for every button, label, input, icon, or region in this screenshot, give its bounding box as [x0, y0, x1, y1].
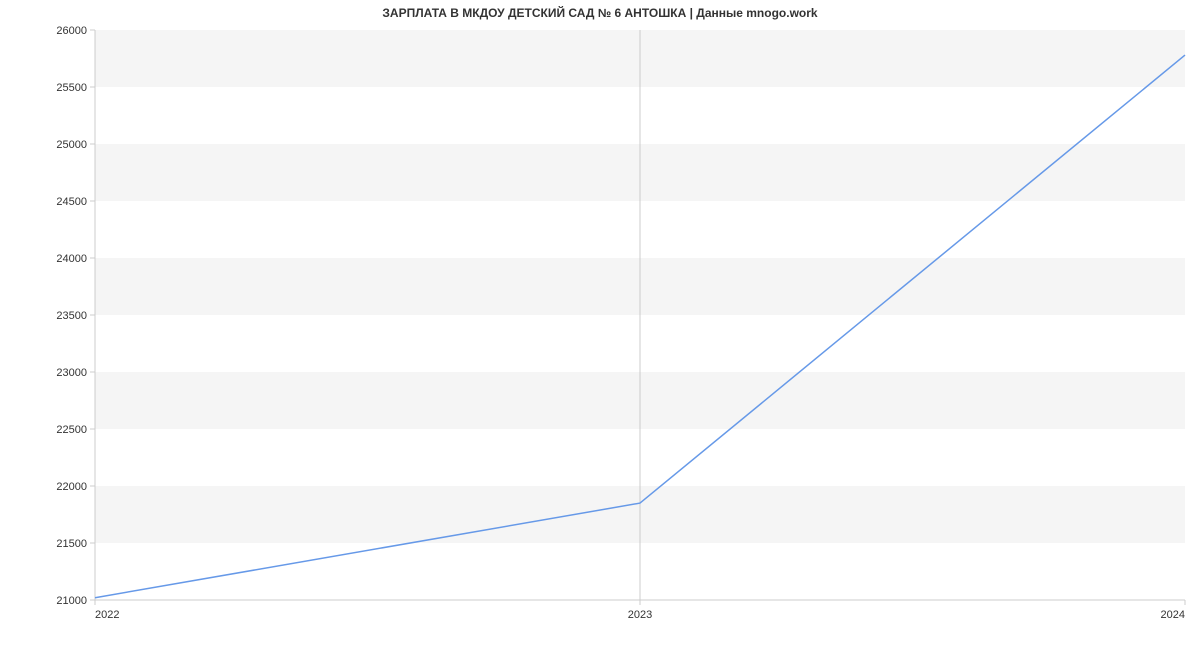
- chart-svg: 21000 21500 22000 22500 23000 23500 24000 24500…: [0, 0, 1200, 650]
- y-tick-label: 24500: [56, 196, 87, 208]
- y-tick-label: 26000: [56, 25, 87, 37]
- y-tick-label: 22000: [56, 481, 87, 493]
- x-tick-label: 2024: [1161, 609, 1185, 621]
- y-tick-label: 25500: [56, 82, 87, 94]
- x-tick-label: 2022: [95, 609, 119, 621]
- y-tick-label: 22500: [56, 424, 87, 436]
- y-tick-label: 25000: [56, 139, 87, 151]
- y-tick-label: 23000: [56, 367, 87, 379]
- salary-line-chart: ЗАРПЛАТА В МКДОУ ДЕТСКИЙ САД № 6 АНТОШКА…: [0, 0, 1200, 650]
- y-tick-label: 24000: [56, 253, 87, 265]
- x-tick-label: 2023: [628, 609, 652, 621]
- y-tick-label: 23500: [56, 310, 87, 322]
- y-tick-label: 21500: [56, 538, 87, 550]
- y-tick-label: 21000: [56, 595, 87, 607]
